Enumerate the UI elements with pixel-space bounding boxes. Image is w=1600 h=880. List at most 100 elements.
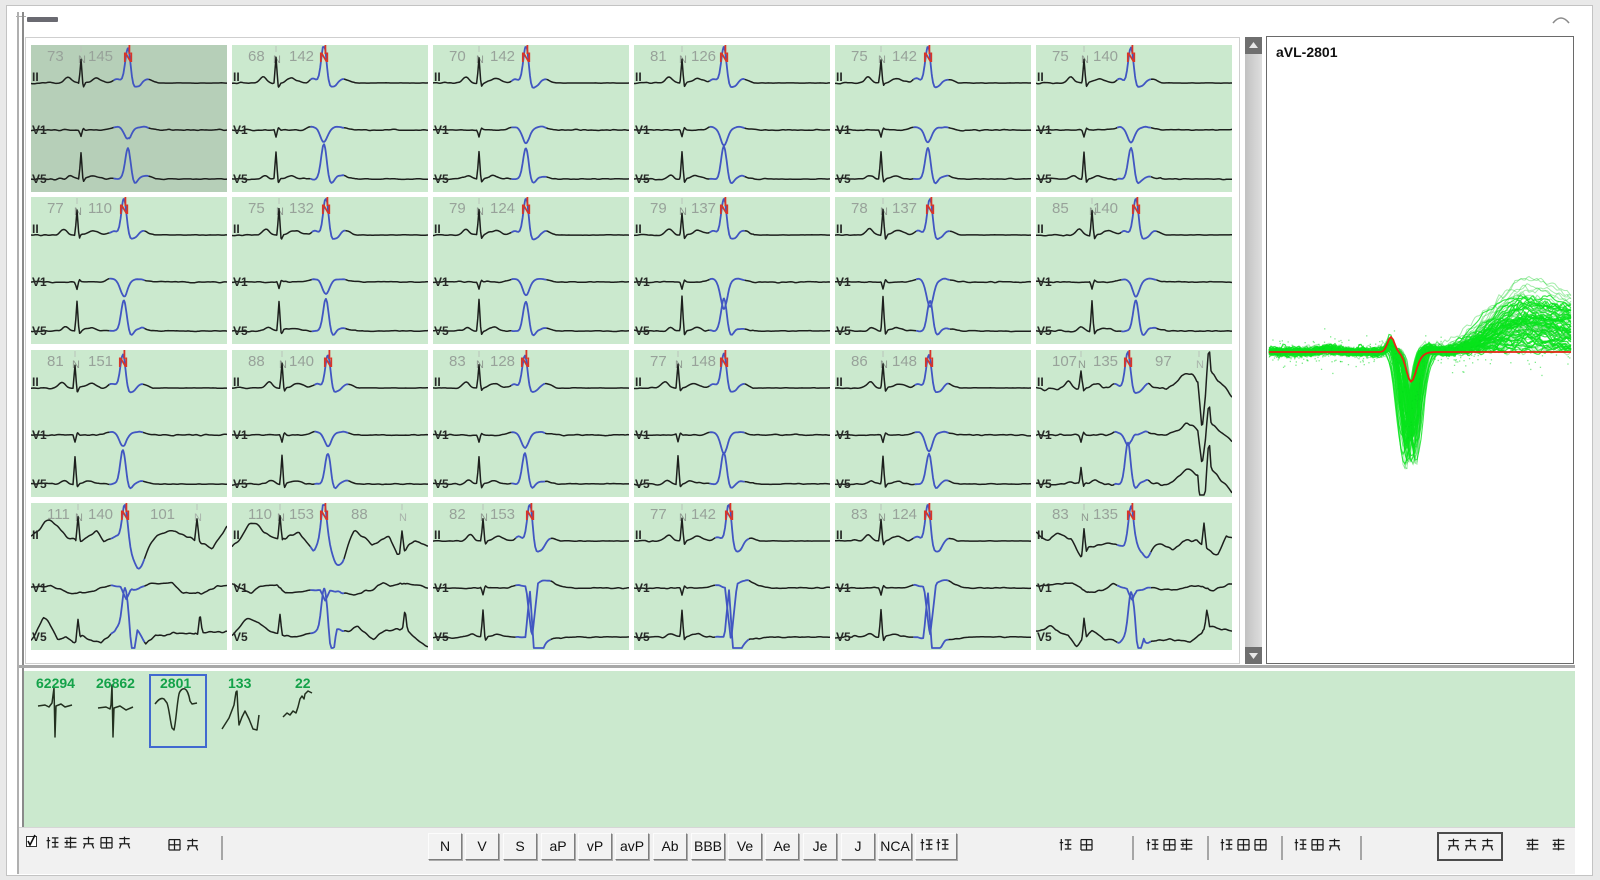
svg-text:II: II — [32, 222, 39, 236]
svg-text:N: N — [276, 206, 284, 218]
svg-text:N: N — [123, 49, 133, 65]
svg-text:V5: V5 — [836, 630, 851, 644]
svg-text:124: 124 — [490, 200, 515, 217]
svg-text:81: 81 — [47, 353, 64, 370]
svg-text:V1: V1 — [233, 428, 248, 442]
svg-text:N: N — [118, 354, 128, 370]
svg-text:N: N — [319, 507, 329, 523]
svg-text:N: N — [1131, 201, 1141, 217]
svg-text:N: N — [75, 512, 83, 524]
svg-text:153: 153 — [289, 506, 314, 523]
svg-text:101: 101 — [150, 506, 175, 523]
svg-text:II: II — [233, 222, 240, 236]
svg-text:V5: V5 — [635, 477, 650, 491]
svg-text:N: N — [1089, 206, 1097, 218]
svg-text:73: 73 — [47, 48, 64, 65]
svg-text:75: 75 — [248, 200, 265, 217]
svg-text:II: II — [32, 70, 39, 84]
svg-text:N: N — [321, 201, 331, 217]
svg-text:140: 140 — [1093, 200, 1118, 217]
svg-text:126: 126 — [691, 48, 716, 65]
svg-text:II: II — [32, 375, 39, 389]
svg-text:88: 88 — [351, 506, 368, 523]
svg-text:N: N — [923, 507, 933, 523]
svg-text:V1: V1 — [1037, 428, 1052, 442]
svg-text:N: N — [476, 54, 484, 66]
svg-text:N: N — [323, 354, 333, 370]
svg-text:II: II — [635, 375, 642, 389]
svg-text:N: N — [878, 54, 886, 66]
svg-text:N: N — [72, 359, 80, 371]
svg-text:135: 135 — [1093, 353, 1118, 370]
svg-text:N: N — [521, 201, 531, 217]
svg-text:N: N — [679, 512, 687, 524]
svg-text:N: N — [1196, 359, 1204, 371]
svg-text:137: 137 — [691, 200, 716, 217]
svg-text:145: 145 — [88, 48, 113, 65]
svg-text:V1: V1 — [836, 275, 851, 289]
svg-text:II: II — [233, 528, 240, 542]
svg-text:N: N — [319, 49, 329, 65]
svg-text:79: 79 — [449, 200, 466, 217]
svg-text:142: 142 — [289, 48, 314, 65]
svg-text:V1: V1 — [434, 581, 449, 595]
svg-text:V1: V1 — [233, 581, 248, 595]
svg-text:N: N — [74, 206, 82, 218]
svg-text:N: N — [679, 54, 687, 66]
svg-text:V5: V5 — [32, 324, 47, 338]
svg-text:II: II — [635, 70, 642, 84]
svg-text:N: N — [675, 359, 683, 371]
svg-text:142: 142 — [490, 48, 515, 65]
svg-text:N: N — [1126, 507, 1136, 523]
svg-text:N: N — [880, 359, 888, 371]
svg-text:V5: V5 — [32, 630, 47, 644]
svg-text:II: II — [434, 528, 441, 542]
svg-text:N: N — [1126, 49, 1136, 65]
svg-text:97: 97 — [1155, 353, 1172, 370]
svg-text:V5: V5 — [32, 172, 47, 186]
svg-text:132: 132 — [289, 200, 314, 217]
svg-text:II: II — [836, 528, 843, 542]
svg-text:68: 68 — [248, 48, 265, 65]
svg-text:79: 79 — [650, 200, 667, 217]
svg-text:II: II — [233, 70, 240, 84]
svg-text:V5: V5 — [635, 324, 650, 338]
svg-text:N: N — [1123, 354, 1133, 370]
svg-text:77: 77 — [47, 200, 64, 217]
svg-text:140: 140 — [1093, 48, 1118, 65]
svg-text:88: 88 — [248, 353, 265, 370]
svg-text:86: 86 — [851, 353, 868, 370]
svg-text:V1: V1 — [836, 123, 851, 137]
svg-text:N: N — [679, 206, 687, 218]
svg-text:N: N — [520, 354, 530, 370]
svg-text:V1: V1 — [836, 581, 851, 595]
svg-text:V5: V5 — [836, 477, 851, 491]
svg-text:N: N — [120, 507, 130, 523]
svg-text:V1: V1 — [1037, 581, 1052, 595]
svg-text:N: N — [923, 49, 933, 65]
svg-text:V1: V1 — [635, 123, 650, 137]
svg-text:V5: V5 — [635, 172, 650, 186]
svg-text:II: II — [635, 222, 642, 236]
svg-text:124: 124 — [892, 506, 917, 523]
svg-text:V5: V5 — [434, 477, 449, 491]
svg-text:II: II — [635, 528, 642, 542]
svg-text:N: N — [119, 201, 129, 217]
svg-text:135: 135 — [1093, 506, 1118, 523]
svg-text:II: II — [233, 375, 240, 389]
svg-text:V5: V5 — [1037, 324, 1052, 338]
svg-text:V5: V5 — [836, 324, 851, 338]
svg-text:II: II — [836, 70, 843, 84]
svg-text:V5: V5 — [233, 172, 248, 186]
svg-text:148: 148 — [892, 353, 917, 370]
svg-text:V5: V5 — [434, 172, 449, 186]
svg-text:II: II — [434, 222, 441, 236]
svg-text:75: 75 — [1052, 48, 1069, 65]
svg-text:II: II — [836, 222, 843, 236]
svg-text:N: N — [925, 201, 935, 217]
svg-text:V1: V1 — [233, 123, 248, 137]
svg-text:N: N — [279, 359, 287, 371]
svg-text:V1: V1 — [1037, 123, 1052, 137]
svg-text:N: N — [719, 354, 729, 370]
svg-text:V5: V5 — [434, 630, 449, 644]
